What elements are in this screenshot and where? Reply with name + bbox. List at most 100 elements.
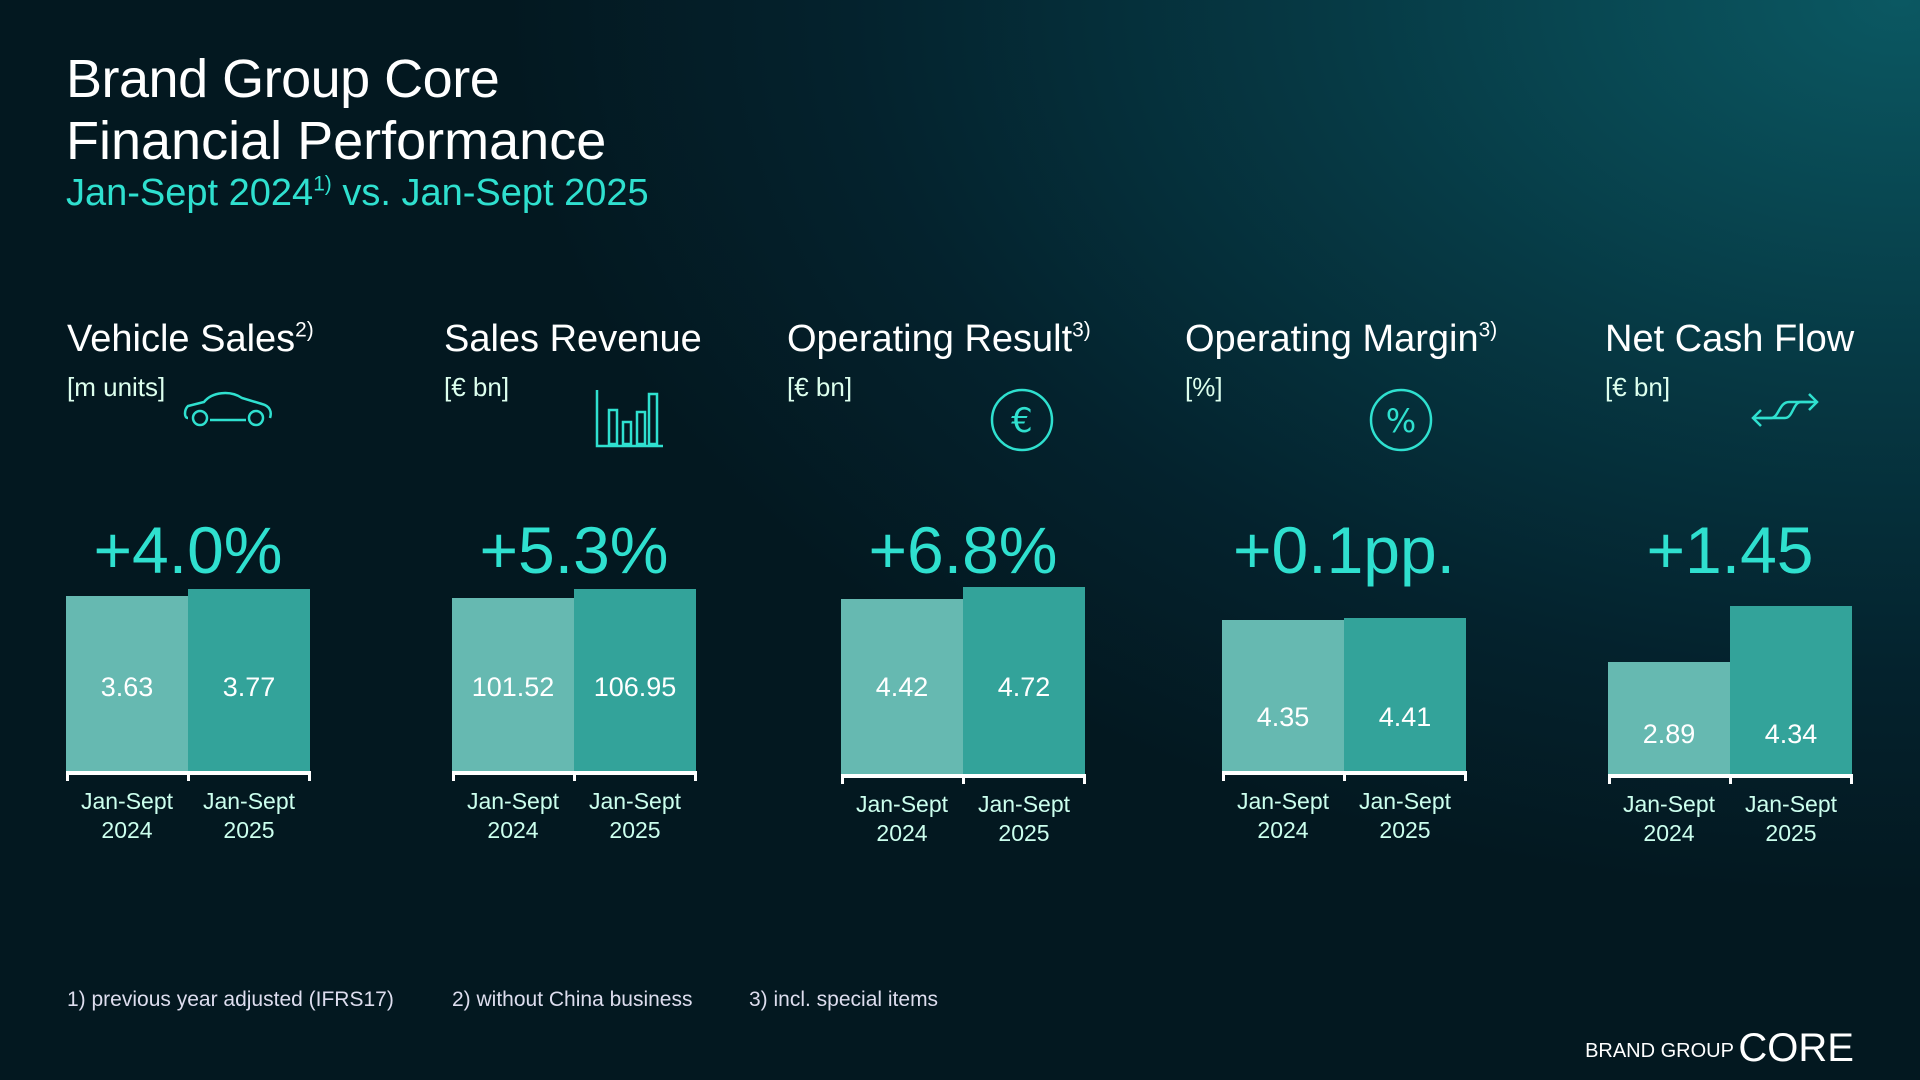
period-comparison: Jan-Sept 20241) vs. Jan-Sept 2025 (66, 172, 649, 215)
bar-value-label: 4.35 (1256, 702, 1310, 732)
panel-title-text: Vehicle Sales (67, 318, 296, 360)
bar-chart: 2.89 4.34 Jan-Sept 2024 Jan-Sept 2025 (1608, 574, 1853, 846)
x-tick-label: Jan-Sept 2025 (574, 787, 696, 845)
svg-text:€: € (1011, 401, 1033, 441)
panel-title-text: Operating Result (787, 318, 1073, 360)
x-tick-label-line: 2025 (609, 817, 661, 843)
bar-2024 (841, 599, 963, 774)
footnote-2: 2) without China business (452, 988, 693, 1011)
bar-2025 (188, 589, 310, 771)
cash-flow-arrows-icon (1749, 388, 1821, 437)
axis-tick (452, 771, 455, 781)
axis-tick (1464, 771, 1467, 781)
bar-value-label: 4.42 (875, 672, 929, 702)
x-tick-label: Jan-Sept 2024 (452, 787, 574, 845)
panel-title-text: Sales Revenue (444, 318, 702, 360)
x-tick-label-line: Jan-Sept (855, 791, 949, 817)
axis-tick (187, 771, 190, 781)
x-tick-label: Jan-Sept 2024 (1222, 787, 1344, 845)
panel-title-text: Net Cash Flow (1605, 318, 1855, 360)
axis-tick (841, 774, 844, 784)
axis-tick (1729, 774, 1732, 784)
bar-2025 (963, 587, 1085, 774)
bar-chart-icon (595, 388, 665, 455)
x-tick-label-line: 2024 (876, 820, 928, 846)
logo-large: CORE (1738, 1026, 1854, 1070)
axis-tick (1343, 771, 1346, 781)
panel-title: Operating Margin3) (1185, 318, 1497, 361)
bar-2025 (1344, 618, 1466, 771)
bar-2025 (1730, 606, 1852, 774)
x-tick-label: Jan-Sept 2025 (188, 787, 310, 845)
x-tick-label-line: Jan-Sept (1622, 791, 1716, 817)
axis-tick (573, 771, 576, 781)
page-title: Brand Group Core (66, 49, 500, 109)
panel-title: Operating Result3) (787, 318, 1091, 361)
bar-2024 (1608, 662, 1730, 774)
svg-text:%: % (1386, 402, 1416, 440)
axis-tick (1850, 774, 1853, 784)
logo-small: BRAND GROUP (1585, 1040, 1734, 1062)
bar-2024 (452, 598, 574, 771)
x-tick-label-line: Jan-Sept (1236, 788, 1330, 814)
axis-tick (1083, 774, 1086, 784)
x-tick-label-line: 2024 (1257, 817, 1309, 843)
euro-icon: € (990, 388, 1054, 457)
car-icon (182, 388, 274, 433)
panel-title: Sales Revenue (444, 318, 702, 361)
brand-logo: BRAND GROUP CORE (1585, 1026, 1854, 1071)
footnote-ref: 3) (1072, 318, 1091, 342)
x-tick-label-line: 2025 (223, 817, 275, 843)
footnote-ref: 1) (313, 172, 332, 196)
x-tick-label-line: Jan-Sept (80, 788, 174, 814)
x-tick-label-line: 2024 (1643, 820, 1695, 846)
panel-unit: [€ bn] (787, 372, 853, 402)
bar-value-label: 4.34 (1764, 719, 1818, 749)
x-tick-label-line: 2025 (998, 820, 1050, 846)
x-tick-label: Jan-Sept 2025 (1730, 790, 1852, 848)
x-tick-label-line: Jan-Sept (466, 788, 560, 814)
panel-unit: [€ bn] (444, 372, 510, 402)
bar-chart: 4.42 4.72 Jan-Sept 2024 Jan-Sept 2025 (841, 574, 1086, 846)
panel-unit: [m units] (67, 372, 166, 402)
panel-title-text: Operating Margin (1185, 318, 1479, 360)
bar-2024 (1222, 620, 1344, 771)
period-b: vs. Jan-Sept 2025 (331, 172, 649, 214)
change-value: +0.1pp. (1232, 513, 1456, 587)
bar-value-label: 3.77 (222, 672, 276, 702)
axis-tick (962, 774, 965, 784)
panel-unit: [€ bn] (1605, 372, 1671, 402)
footnote-ref: 2) (295, 318, 314, 342)
x-tick-label-line: Jan-Sept (977, 791, 1071, 817)
bar-chart: 101.52 106.95 Jan-Sept 2024 Jan-Sept 2025 (452, 571, 697, 843)
x-tick-label-line: Jan-Sept (1358, 788, 1452, 814)
x-tick-label: Jan-Sept 2024 (66, 787, 188, 845)
page-subtitle: Financial Performance (66, 111, 607, 171)
bar-value-label: 3.63 (100, 672, 154, 702)
change-value: +4.0% (93, 513, 283, 587)
x-tick-label: Jan-Sept 2024 (841, 790, 963, 848)
x-tick-label-line: Jan-Sept (588, 788, 682, 814)
x-tick-label: Jan-Sept 2025 (963, 790, 1085, 848)
bar-value-label: 4.72 (997, 672, 1051, 702)
bar-2025 (574, 589, 696, 771)
footnote-1: 1) previous year adjusted (IFRS17) (67, 988, 394, 1011)
axis-tick (1222, 771, 1225, 781)
x-tick-label: Jan-Sept 2024 (1608, 790, 1730, 848)
percent-icon: % (1369, 388, 1433, 457)
axis-tick (694, 771, 697, 781)
x-tick-label-line: Jan-Sept (202, 788, 296, 814)
change-value: +6.8% (868, 513, 1058, 587)
bar-value-label: 4.41 (1378, 702, 1432, 732)
x-tick-label-line: 2024 (101, 817, 153, 843)
x-tick-label-line: 2025 (1765, 820, 1817, 846)
bar-2024 (66, 596, 188, 771)
x-tick-label-line: Jan-Sept (1744, 791, 1838, 817)
panel-title: Vehicle Sales2) (67, 318, 314, 361)
bar-value-label: 2.89 (1642, 719, 1696, 749)
change-value: +5.3% (479, 513, 669, 587)
axis-tick (1608, 774, 1611, 784)
x-tick-label-line: 2024 (487, 817, 539, 843)
change-value: +1.45 (1646, 513, 1814, 587)
panel-unit: [%] (1185, 372, 1223, 402)
